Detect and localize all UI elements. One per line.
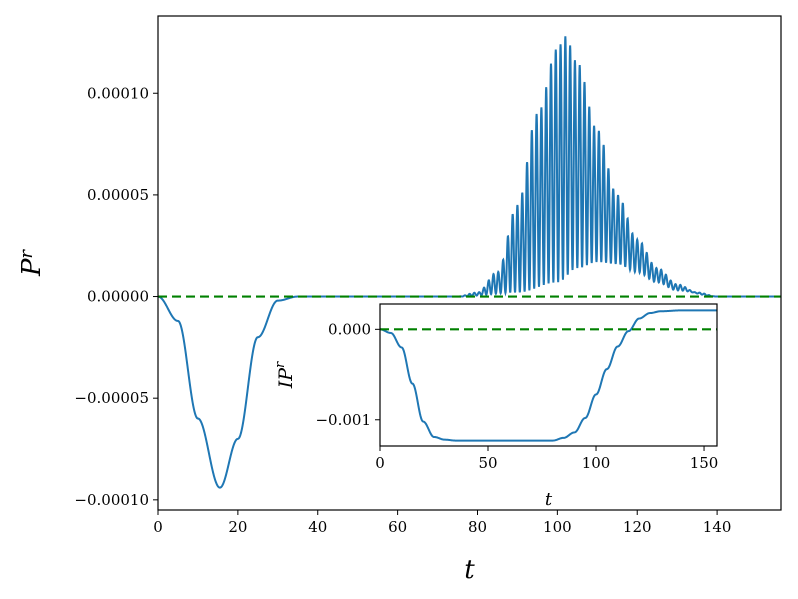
inset-x-tick-label: 100 (582, 454, 611, 472)
inset-x-tick-label: 50 (478, 454, 497, 472)
main-x-axis-label: t (464, 555, 475, 585)
inset-y-tick-label: 0.000 (328, 320, 371, 338)
main-y-tick-label: 0.00005 (87, 186, 149, 204)
inset-axes-frame (379, 303, 718, 447)
inset-x-axis-label: t (545, 489, 553, 510)
main-x-tick-label: 80 (468, 518, 487, 536)
main-y-tick-label: −0.00005 (74, 389, 149, 407)
main-plot: 0 20 40 60 80 100 120 140−0.00010−0.000050.0000… (16, 15, 782, 585)
main-y-tick-label: −0.00010 (74, 491, 149, 509)
main-axes-frame (157, 15, 782, 511)
inset-y-tick-label: −0.001 (315, 411, 371, 429)
main-x-tick-label: 20 (228, 518, 247, 536)
inset-y-axis-label: IPr (273, 361, 297, 389)
main-series-line (157, 36, 781, 489)
main-x-tick-label: 120 (623, 518, 652, 536)
inset-plot: 0 50 100 150 0.000 −0.001 t IPr (273, 303, 719, 510)
main-x-tick-label: 0 (153, 518, 163, 536)
main-y-axis-label: Pr (16, 249, 47, 278)
inset-x-tick-label: 0 (375, 454, 385, 472)
inset-series-line (379, 309, 717, 442)
main-x-tick-label: 40 (308, 518, 327, 536)
main-y-tick-label: 0.00000 (87, 288, 149, 306)
main-x-tick-label: 140 (703, 518, 732, 536)
main-x-tick-label: 60 (388, 518, 407, 536)
main-y-tick-label: 0.00010 (87, 84, 149, 102)
main-x-tick-label: 100 (543, 518, 572, 536)
inset-x-tick-label: 150 (690, 454, 719, 472)
inset-background (380, 304, 717, 446)
